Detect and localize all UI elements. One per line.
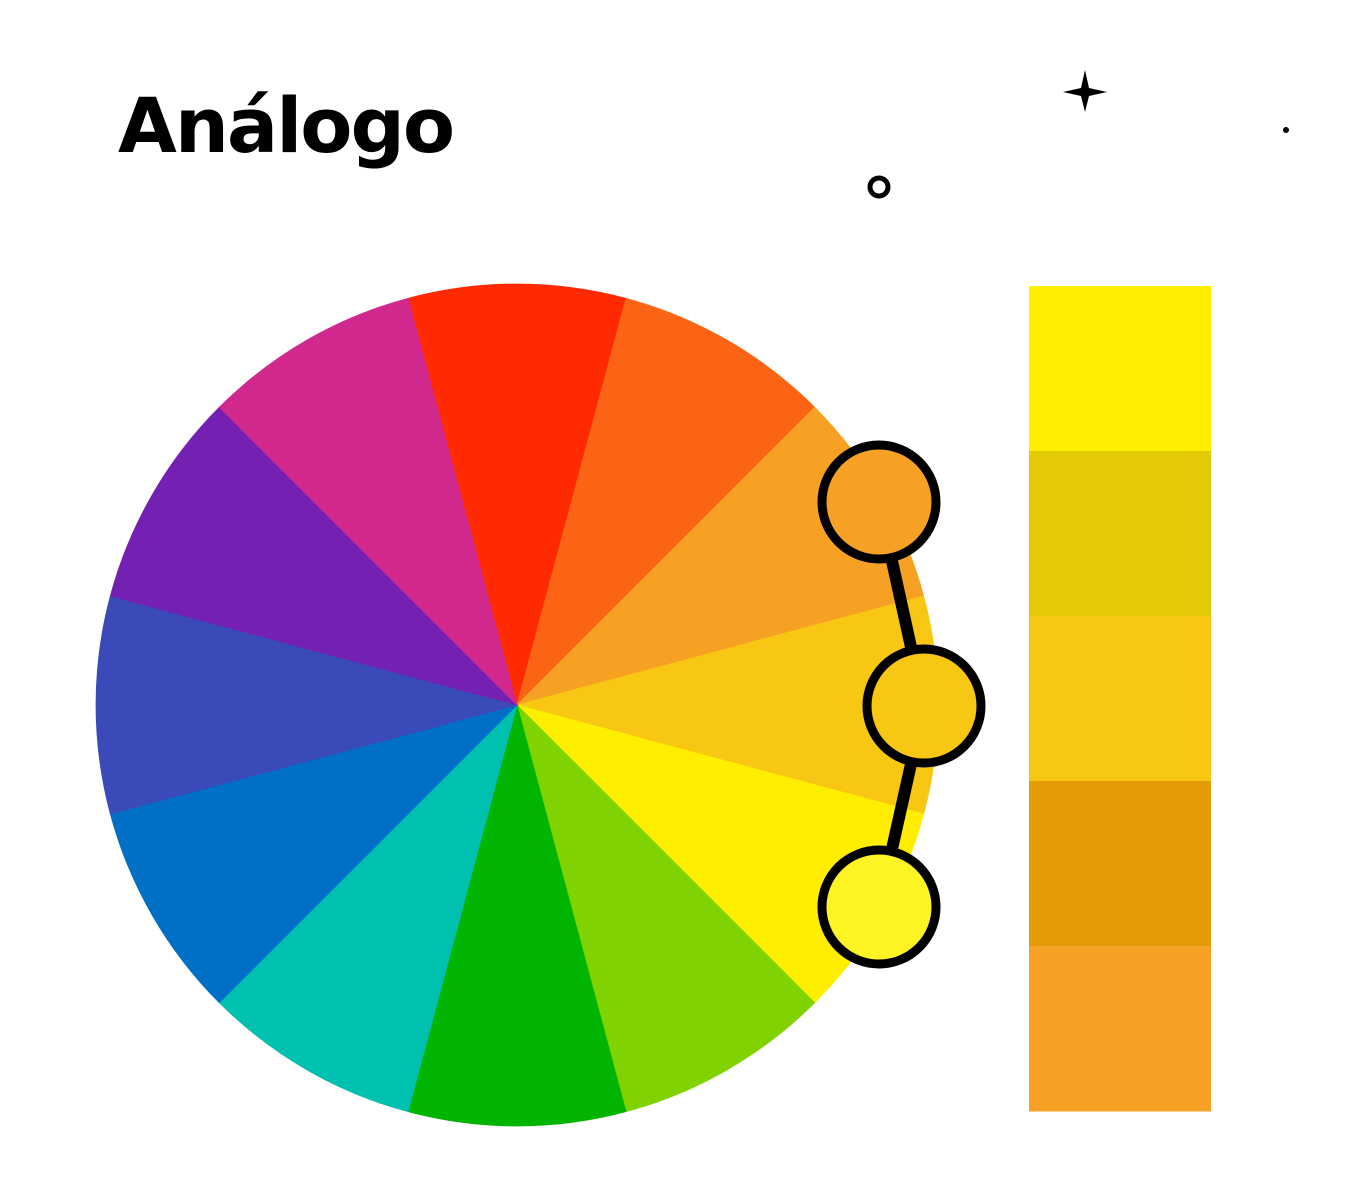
wheel-segment-yellow-green	[516, 703, 816, 1113]
palette-swatch-yellow-orange[interactable]	[1029, 616, 1211, 782]
dot-icon	[1283, 127, 1289, 133]
sparkle-icon	[1063, 70, 1107, 112]
palette-swatch-orange[interactable]	[1029, 946, 1211, 1112]
page-title: Análogo	[118, 81, 455, 170]
wheel-segment-indigo	[95, 595, 519, 815]
wheel-segment-red	[407, 283, 627, 707]
wheel-segment-magenta	[218, 297, 518, 707]
wheel-segment-teal	[218, 703, 518, 1113]
wheel-segment-blue	[109, 704, 519, 1004]
selected-handles	[817, 440, 986, 969]
color-handle-orange[interactable]	[817, 440, 941, 564]
color-palette	[1029, 286, 1211, 1112]
wheel-segment-violet	[109, 406, 519, 706]
palette-swatch-dark-orange[interactable]	[1029, 781, 1211, 947]
ring-icon	[867, 175, 891, 199]
wheel-segment-green	[407, 703, 627, 1127]
palette-swatch-dark-yellow[interactable]	[1029, 451, 1211, 617]
wheel-segment-red-orange	[516, 297, 816, 707]
color-handle-yellow-orange[interactable]	[862, 644, 986, 768]
color-handle-yellow[interactable]	[817, 845, 941, 969]
palette-swatch-yellow[interactable]	[1029, 286, 1211, 452]
color-wheel	[95, 283, 939, 1127]
